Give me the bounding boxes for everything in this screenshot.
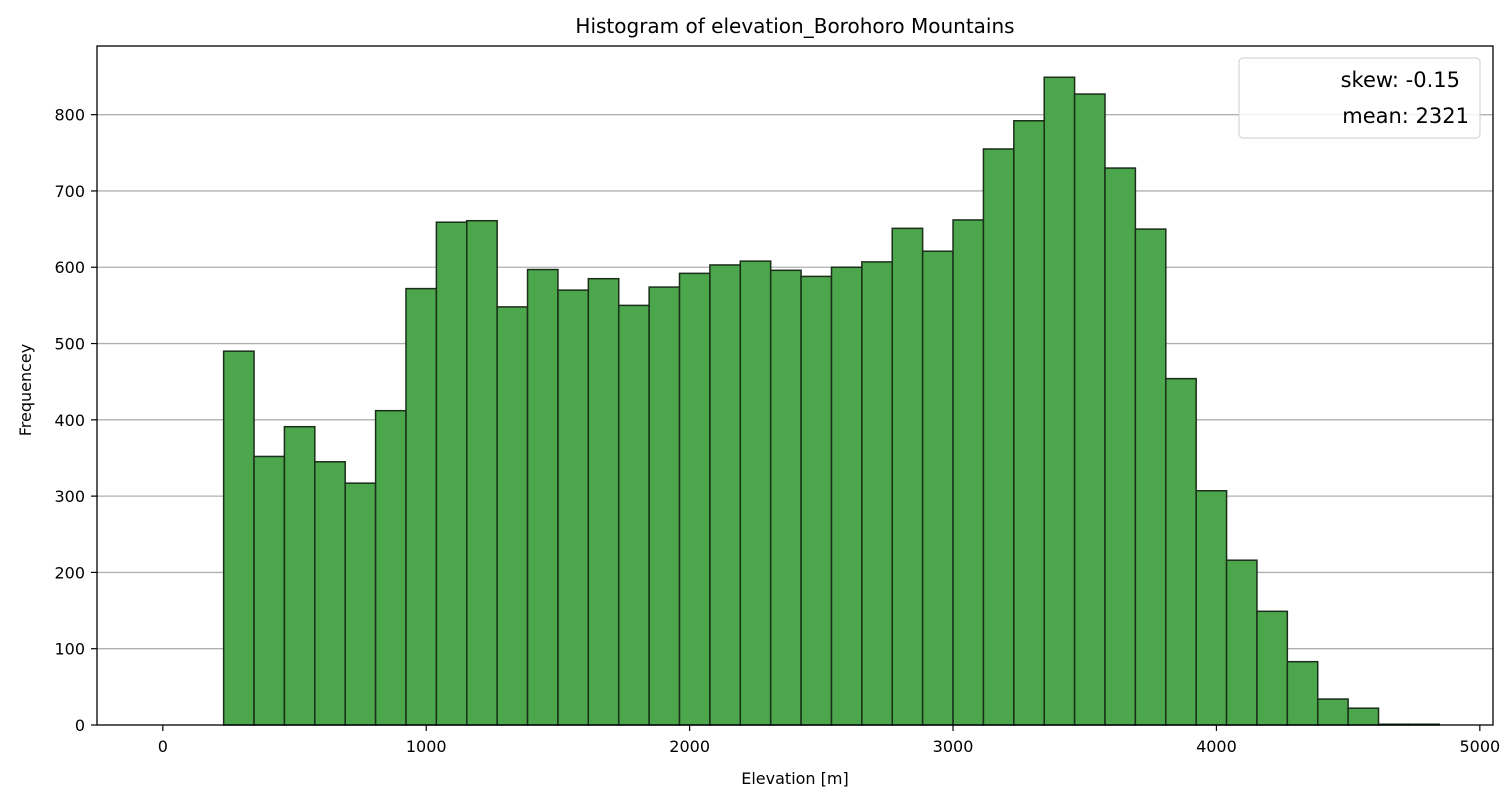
histogram-bar-19 <box>739 260 772 726</box>
histogram-bar-2 <box>222 350 255 726</box>
plot-frame <box>96 45 1494 726</box>
x-tick-label-5: 5000 <box>1459 737 1500 756</box>
histogram-bar-17 <box>678 272 711 726</box>
histogram-bar-29 <box>1043 76 1076 726</box>
x-axis-ticks: 0 1000 2000 3000 4000 5000 <box>158 725 1500 756</box>
histogram-bar-20 <box>769 269 802 726</box>
histogram-bar-23 <box>861 261 893 726</box>
histogram-bar-35 <box>1225 559 1258 726</box>
histogram-bar-11 <box>496 306 529 726</box>
y-tick-label-6: 600 <box>54 258 85 277</box>
x-tick-label-0: 0 <box>158 737 168 756</box>
legend-entry-mean: mean: 2321 <box>1342 104 1469 128</box>
histogram-bar-18 <box>709 264 742 726</box>
histogram-bar-27 <box>982 148 1015 726</box>
histogram-bar-4 <box>283 425 316 726</box>
histogram-bar-24 <box>891 227 924 726</box>
histogram-bar-37 <box>1286 660 1319 726</box>
histogram-bar-30 <box>1073 93 1106 726</box>
histogram-bar-10 <box>466 219 498 726</box>
histogram-bar-5 <box>314 461 346 726</box>
x-tick-label-2: 2000 <box>669 737 710 756</box>
legend-box <box>1238 57 1481 139</box>
x-tick-label-1: 1000 <box>406 737 447 756</box>
x-tick-label-3: 3000 <box>933 737 974 756</box>
y-tick-label-5: 500 <box>54 335 85 354</box>
histogram-bar-36 <box>1256 610 1289 726</box>
histogram-bars <box>222 76 1441 726</box>
histogram-bar-26 <box>952 219 985 726</box>
histogram-bar-15 <box>617 304 650 726</box>
y-tick-label-8: 800 <box>54 106 85 125</box>
histogram-bar-7 <box>374 409 407 726</box>
histogram-bar-28 <box>1013 120 1045 726</box>
histogram-bar-21 <box>800 275 833 726</box>
histogram-bar-9 <box>435 221 468 726</box>
y-tick-label-0: 0 <box>75 716 85 735</box>
legend-entry-skew: skew: -0.15 <box>1341 68 1460 92</box>
y-axis-label: Frequencey <box>16 344 35 437</box>
histogram-bar-31 <box>1104 167 1137 726</box>
y-tick-label-4: 400 <box>54 411 85 430</box>
histogram-bar-33 <box>1165 377 1197 726</box>
histogram-bar-14 <box>587 277 620 726</box>
y-axis-ticks: 0 100 200 300 400 500 600 700 800 <box>54 106 97 735</box>
histogram-bar-13 <box>557 289 590 726</box>
x-tick-label-4: 4000 <box>1196 737 1237 756</box>
histogram-bar-22 <box>830 266 863 726</box>
histogram-bar-25 <box>921 250 954 726</box>
x-axis-label: Elevation [m] <box>741 769 848 788</box>
histogram-bar-3 <box>253 455 286 726</box>
histogram-bar-38 <box>1316 698 1349 726</box>
y-tick-label-2: 200 <box>54 563 85 582</box>
histogram-bar-12 <box>526 268 559 726</box>
y-tick-label-1: 100 <box>54 640 85 659</box>
chart-title: Histogram of elevation_Borohoro Mountain… <box>575 14 1014 38</box>
y-tick-label-3: 300 <box>54 487 85 506</box>
y-tick-label-7: 700 <box>54 182 85 201</box>
histogram-bar-16 <box>648 286 681 726</box>
histogram-bar-34 <box>1195 490 1228 726</box>
legend: skew: -0.15 mean: 2321 <box>1238 57 1481 139</box>
histogram-bar-32 <box>1134 228 1167 726</box>
histogram-bar-6 <box>344 482 377 726</box>
histogram-bar-8 <box>405 287 438 726</box>
histogram-bar-39 <box>1347 707 1380 726</box>
